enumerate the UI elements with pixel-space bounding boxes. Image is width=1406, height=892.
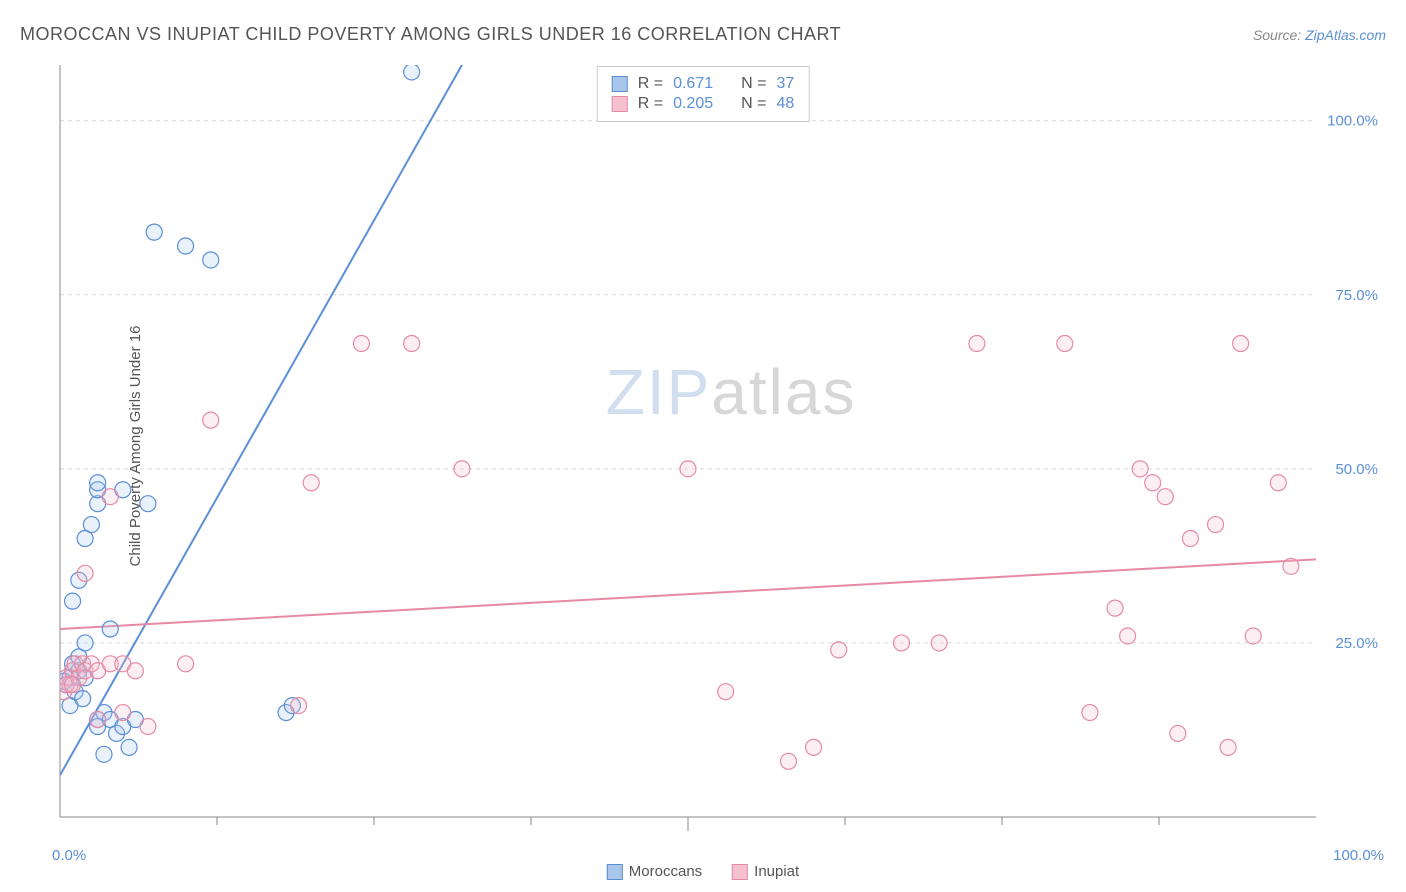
n-value-inupiat: 48 xyxy=(776,95,794,113)
r-label: R = xyxy=(638,75,663,93)
r-label: R = xyxy=(638,95,663,113)
r-value-inupiat: 0.205 xyxy=(673,95,713,113)
swatch-moroccans xyxy=(607,864,623,880)
n-label: N = xyxy=(741,95,766,113)
legend-label-moroccans: Moroccans xyxy=(629,863,702,880)
legend-row-inupiat: R = 0.205 N = 48 xyxy=(612,95,795,113)
series-legend: Moroccans Inupiat xyxy=(607,863,799,880)
correlation-legend: R = 0.671 N = 37 R = 0.205 N = 48 xyxy=(597,66,810,122)
svg-text:25.0%: 25.0% xyxy=(1335,635,1378,652)
r-value-moroccans: 0.671 xyxy=(673,75,713,93)
svg-text:75.0%: 75.0% xyxy=(1335,287,1378,304)
svg-text:50.0%: 50.0% xyxy=(1335,461,1378,478)
swatch-moroccans xyxy=(612,76,628,92)
swatch-inupiat xyxy=(612,96,628,112)
svg-text:100.0%: 100.0% xyxy=(1327,113,1378,130)
legend-item-inupiat: Inupiat xyxy=(732,863,799,880)
title-bar: MOROCCAN VS INUPIAT CHILD POVERTY AMONG … xyxy=(20,24,1386,45)
chart-svg: 25.0% 50.0% 75.0% 100.0% xyxy=(50,60,1386,842)
legend-item-moroccans: Moroccans xyxy=(607,863,702,880)
x-axis-max-label: 100.0% xyxy=(1333,847,1384,864)
source-attribution: Source: ZipAtlas.com xyxy=(1253,27,1386,43)
plot-area: 25.0% 50.0% 75.0% 100.0% xyxy=(50,60,1386,842)
source-link[interactable]: ZipAtlas.com xyxy=(1305,27,1386,43)
chart-title: MOROCCAN VS INUPIAT CHILD POVERTY AMONG … xyxy=(20,24,841,45)
x-axis-min-label: 0.0% xyxy=(52,847,86,864)
legend-label-inupiat: Inupiat xyxy=(754,863,799,880)
n-value-moroccans: 37 xyxy=(776,75,794,93)
source-prefix: Source: xyxy=(1253,27,1305,43)
legend-row-moroccans: R = 0.671 N = 37 xyxy=(612,75,795,93)
swatch-inupiat xyxy=(732,864,748,880)
n-label: N = xyxy=(741,75,766,93)
